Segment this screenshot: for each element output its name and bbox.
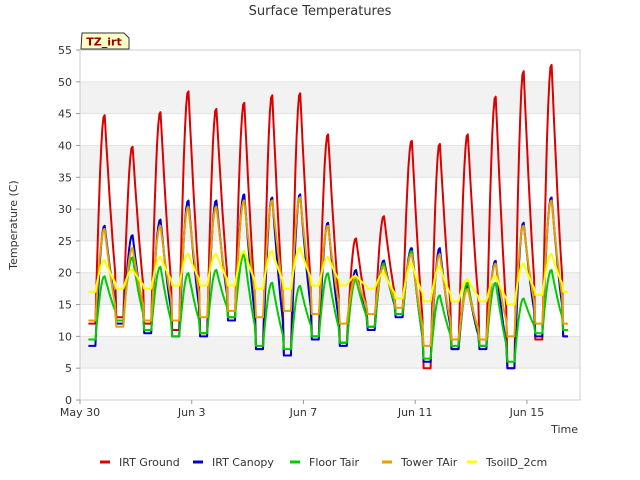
series-line-irt-ground <box>88 63 568 370</box>
y-tick-label: 45 <box>58 108 72 121</box>
y-tick-label: 10 <box>58 330 72 343</box>
y-tick-label: 40 <box>58 139 72 152</box>
grid-band <box>80 81 580 114</box>
series-line-tower-tair <box>88 196 568 347</box>
y-tick-label: 20 <box>58 267 72 280</box>
y-tick-label: 55 <box>58 44 72 57</box>
grid-band <box>80 336 580 369</box>
x-tick-label: Jun 3 <box>177 406 206 419</box>
x-tick-label: Jun 7 <box>289 406 318 419</box>
x-tick-label: May 30 <box>60 406 100 419</box>
x-axis-label: Time <box>550 423 578 436</box>
legend-label: Floor Tair <box>309 456 360 469</box>
site-badge: TZ_irt <box>80 32 130 50</box>
site-badge-label: TZ_irt <box>86 36 121 49</box>
y-tick-label: 25 <box>58 235 72 248</box>
x-tick-label: Jun 11 <box>397 406 433 419</box>
plot-area <box>88 63 568 370</box>
legend-label: Tower TAir <box>400 456 458 469</box>
x-axis: May 30 Jun 3 Jun 7 Jun 11 Jun 15 <box>60 400 544 419</box>
legend-label: TsoilD_2cm <box>485 456 547 469</box>
y-tick-label: 50 <box>58 76 72 89</box>
y-axis-label: Temperature (C) <box>7 180 20 270</box>
chart-title: Surface Temperatures <box>249 4 392 19</box>
legend-label: IRT Ground <box>119 456 180 469</box>
plot-frame <box>79 49 581 401</box>
y-tick-label: 0 <box>65 394 72 407</box>
y-tick-label: 35 <box>58 171 72 184</box>
series-line-tsoild-2cm <box>88 246 568 306</box>
y-tick-label: 15 <box>58 299 72 312</box>
y-axis: 0 5 10 15 20 25 30 35 40 45 50 55 <box>58 44 80 407</box>
x-tick-label: Jun 15 <box>509 406 545 419</box>
legend-label: IRT Canopy <box>212 456 274 469</box>
y-tick-label: 30 <box>58 203 72 216</box>
y-tick-label: 5 <box>65 362 72 375</box>
legend: IRT Ground IRT Canopy Floor Tair Tower TAir… <box>100 456 547 469</box>
